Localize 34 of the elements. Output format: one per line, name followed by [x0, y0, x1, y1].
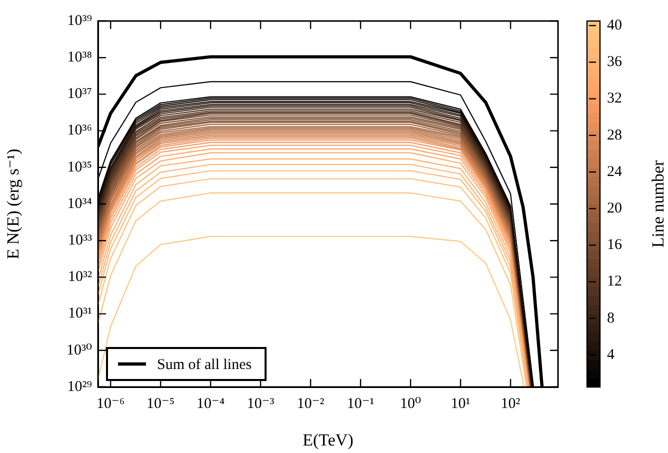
x-tick-label: 10⁻³	[246, 396, 275, 412]
x-tick-label: 10⁰	[400, 396, 422, 412]
color-bar-label: 40	[607, 18, 622, 34]
y-tick-label: 10³⁷	[67, 86, 92, 102]
y-tick-label: 10³³	[68, 232, 92, 249]
x-tick-label: 10⁻⁵	[146, 396, 175, 412]
color-bar-label: 32	[607, 90, 622, 107]
color-bar-label: 36	[607, 54, 622, 70]
color-bar-title: Line number	[648, 160, 668, 248]
color-bar-label: 28	[607, 127, 622, 144]
color-bar-label: 24	[607, 164, 622, 180]
y-tick-label: 10³⁸	[67, 50, 92, 66]
color-bar-label: 12	[607, 274, 622, 290]
legend-label: Sum of all lines	[157, 356, 252, 373]
x-tick-label: 10¹	[450, 396, 470, 412]
y-tick-label: 10²⁹	[67, 378, 92, 395]
x-tick-label: 10²	[500, 396, 521, 412]
x-tick-label: 10⁻⁶	[96, 396, 125, 412]
y-tick-label: 10³⁶	[67, 122, 92, 139]
x-tick-label: 10⁻⁴	[196, 396, 225, 412]
y-tick-label: 10³⁴	[67, 196, 92, 212]
x-tick-label: 10⁻¹	[346, 396, 374, 412]
color-bar-label: 20	[607, 200, 622, 217]
y-tick-label: 10³⁰	[66, 342, 92, 358]
color-bar-label: 8	[607, 310, 614, 326]
y-tick-label: 10³⁵	[67, 159, 92, 176]
x-tick-label: 10⁻²	[296, 396, 325, 412]
y-axis-title: E N(E) (erg s⁻¹)	[4, 148, 23, 260]
y-tick-label: 10³²	[68, 269, 92, 286]
color-bar-label: 4	[607, 346, 615, 363]
x-axis-title: E(TeV)	[302, 430, 354, 450]
y-tick-label: 10³¹	[68, 306, 92, 322]
color-bar-label: 16	[607, 237, 622, 254]
y-tick-label: 10³⁹	[67, 12, 92, 29]
